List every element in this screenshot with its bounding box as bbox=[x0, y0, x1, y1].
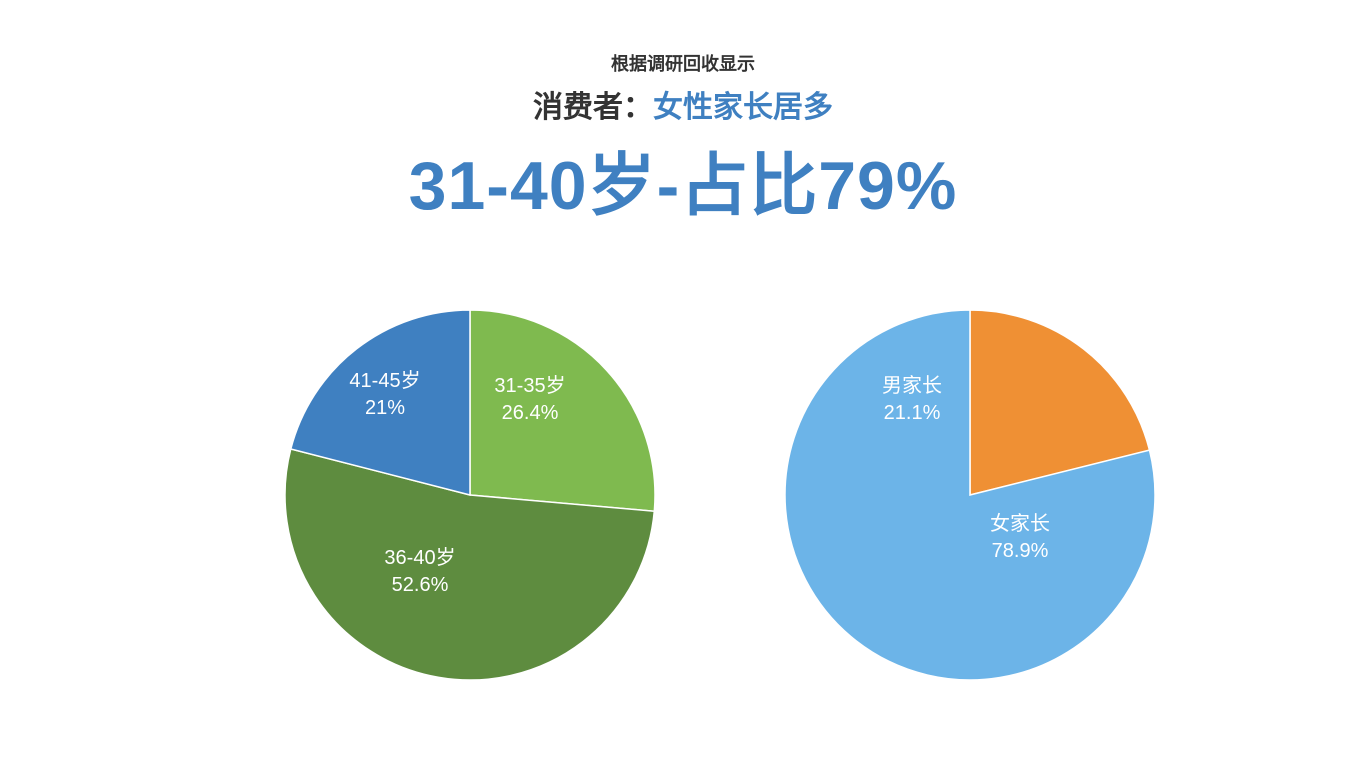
pie-label-age-1: 36-40岁52.6% bbox=[384, 545, 455, 599]
pie-label-title: 女家长 bbox=[990, 511, 1050, 538]
pie-label-age-0: 31-35岁26.4% bbox=[494, 373, 565, 427]
slide: 根据调研回收显示 消费者：女性家长居多 31-40岁-占比79% 31-35岁2… bbox=[0, 0, 1366, 766]
pie-label-gender-0: 男家长21.1% bbox=[882, 373, 942, 427]
pie-label-value: 21% bbox=[349, 395, 420, 422]
pie-label-age-2: 41-45岁21% bbox=[349, 368, 420, 422]
pie-label-title: 36-40岁 bbox=[384, 545, 455, 572]
pie-label-value: 78.9% bbox=[990, 538, 1050, 565]
pie-label-title: 31-35岁 bbox=[494, 373, 565, 400]
pie-label-value: 26.4% bbox=[494, 400, 565, 427]
pie-label-value: 21.1% bbox=[882, 400, 942, 427]
pie-label-gender-1: 女家长78.9% bbox=[990, 511, 1050, 565]
pie-label-value: 52.6% bbox=[384, 572, 455, 599]
pie-labels-layer: 31-35岁26.4% 36-40岁52.6% 41-45岁21% 男家长21.1% 女… bbox=[0, 0, 1366, 766]
pie-label-title: 41-45岁 bbox=[349, 368, 420, 395]
pie-label-title: 男家长 bbox=[882, 373, 942, 400]
